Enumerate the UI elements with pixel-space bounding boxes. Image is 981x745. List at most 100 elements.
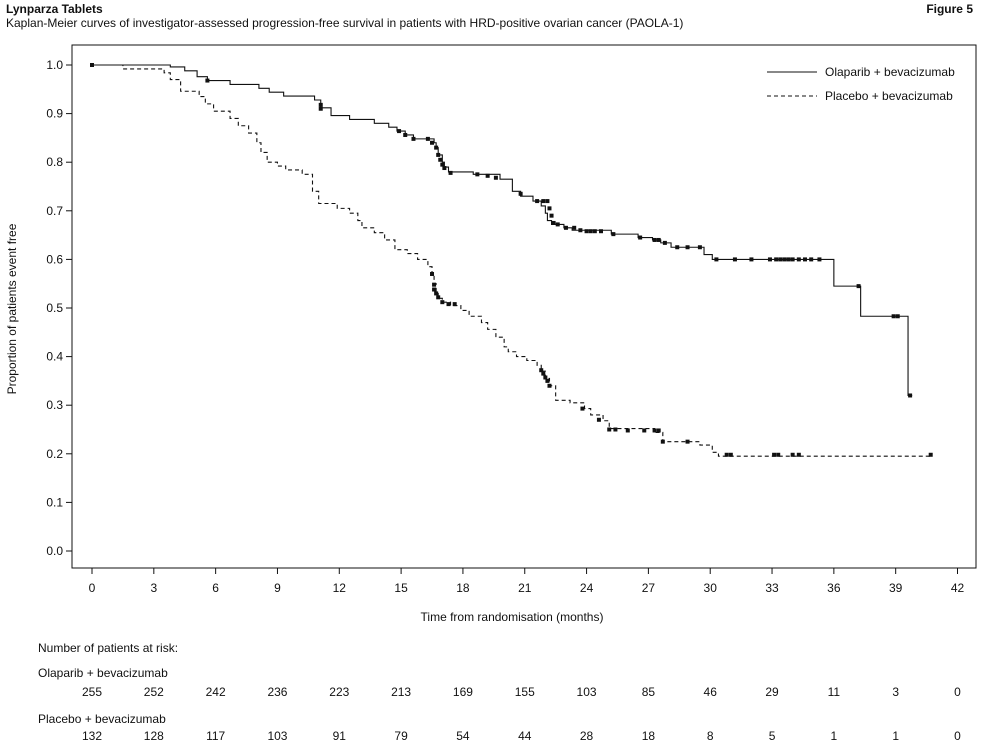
olaparib-censor-mark — [493, 175, 498, 180]
olaparib-censor-mark — [592, 229, 597, 234]
risk-row-label-placebo: Placebo + bevacizumab — [38, 712, 166, 726]
x-tick-label: 21 — [518, 581, 532, 595]
x-tick-label: 30 — [704, 581, 718, 595]
placebo-curve — [92, 64, 931, 457]
olaparib-censor-mark — [809, 257, 814, 262]
olaparib-censor-mark — [908, 393, 913, 398]
y-tick-label: 0.7 — [46, 204, 63, 218]
risk-count-cell: 28 — [579, 729, 594, 743]
x-tick-label: 15 — [394, 581, 408, 595]
olaparib-censor-mark — [547, 206, 552, 211]
olaparib-censor-mark — [732, 257, 737, 262]
olaparib-censor-mark — [436, 152, 441, 157]
placebo-censor-mark — [790, 452, 795, 457]
placebo-censor-mark — [436, 295, 441, 300]
olaparib-censor-mark — [551, 220, 556, 225]
olaparib-censor-mark — [817, 257, 822, 262]
olaparib-censor-mark — [714, 257, 719, 262]
olaparib-censor-mark — [518, 191, 523, 196]
risk-count-cell: 91 — [332, 729, 346, 743]
olaparib-censor-mark — [318, 106, 323, 111]
figure-label: Figure 5 — [926, 2, 973, 16]
placebo-censor-mark — [656, 428, 661, 433]
placebo-censor-mark — [446, 302, 451, 307]
placebo-censor-mark — [772, 452, 777, 457]
olaparib-censor-mark — [425, 136, 430, 141]
olaparib-censor-mark — [856, 284, 861, 289]
olaparib-censor-mark — [572, 225, 577, 230]
placebo-censor-mark — [596, 417, 601, 422]
risk-count-cell: 117 — [206, 729, 226, 743]
risk-count-cell: 79 — [394, 729, 408, 743]
placebo-censor-mark — [452, 302, 457, 307]
chart-curves — [90, 63, 933, 457]
risk-count-cell: 29 — [765, 685, 779, 699]
placebo-censor-mark — [541, 371, 546, 376]
x-tick-label: 12 — [333, 581, 347, 595]
olaparib-censor-mark — [774, 257, 779, 262]
olaparib-censor-mark — [656, 237, 661, 242]
x-tick-label: 0 — [89, 581, 96, 595]
olaparib-censor-mark — [535, 199, 540, 204]
placebo-censor-mark — [430, 271, 435, 276]
risk-count-cell: 242 — [205, 685, 226, 699]
olaparib-censor-mark — [578, 228, 583, 233]
olaparib-censor-mark — [545, 199, 550, 204]
risk-count-cell: 1 — [892, 729, 900, 743]
placebo-censor-mark — [432, 287, 437, 292]
risk-count-cell: 8 — [706, 729, 714, 743]
olaparib-censor-mark — [205, 78, 210, 83]
olaparib-censor-mark — [675, 245, 680, 250]
y-tick-label: 0.8 — [46, 155, 63, 169]
y-tick-label: 0.3 — [46, 398, 63, 412]
x-tick-label: 27 — [642, 581, 656, 595]
risk-count-cell: 103 — [267, 729, 288, 743]
risk-count-cell: 255 — [81, 685, 103, 699]
x-tick-label: 33 — [765, 581, 779, 595]
risk-count-cell: 5 — [768, 729, 776, 743]
placebo-censor-mark — [625, 428, 630, 433]
chart-subtitle: Kaplan-Meier curves of investigator-asse… — [6, 16, 684, 30]
risk-count-cell: 132 — [81, 729, 103, 743]
olaparib-censor-mark — [790, 257, 795, 262]
olaparib-censor-mark — [652, 237, 657, 242]
olaparib-censor-mark — [611, 232, 616, 237]
risk-count-cell: 11 — [827, 685, 841, 699]
risk-count-cell: 0 — [954, 685, 961, 699]
olaparib-censor-mark — [549, 213, 554, 218]
placebo-censor-mark — [539, 368, 544, 373]
olaparib-censor-mark — [782, 257, 787, 262]
y-tick-label: 0.0 — [46, 544, 63, 558]
olaparib-censor-mark — [411, 136, 416, 141]
x-tick-label: 3 — [150, 581, 157, 595]
chart-legend: Olaparib + bevacizumab Placebo + bevacizu… — [767, 65, 955, 103]
risk-count-cell: 213 — [391, 685, 412, 699]
olaparib-censor-mark — [796, 257, 801, 262]
olaparib-censor-mark — [891, 314, 896, 319]
olaparib-censor-mark — [541, 199, 546, 204]
x-tick-label: 9 — [274, 581, 281, 595]
y-tick-label: 0.9 — [46, 107, 63, 121]
risk-count-cell: 128 — [143, 729, 164, 743]
risk-count-cell: 223 — [329, 685, 350, 699]
risk-row-label-olaparib: Olaparib + bevacizumab — [38, 666, 168, 680]
olaparib-censor-mark — [434, 145, 439, 150]
olaparib-censor-mark — [397, 129, 402, 134]
placebo-censor-mark — [613, 427, 618, 432]
olaparib-censor-mark — [448, 170, 453, 175]
x-tick-label: 36 — [827, 581, 841, 595]
risk-count-cell: 169 — [452, 685, 473, 699]
olaparib-censor-mark — [598, 229, 603, 234]
placebo-censor-mark — [432, 282, 437, 287]
y-tick-label: 0.2 — [46, 447, 63, 461]
y-tick-label: 1.0 — [46, 58, 63, 72]
placebo-censor-mark — [776, 452, 781, 457]
x-tick-label: 24 — [580, 581, 594, 595]
placebo-censor-mark — [724, 452, 729, 457]
placebo-censor-mark — [434, 291, 439, 296]
x-tick-label: 39 — [889, 581, 903, 595]
x-tick-label: 6 — [212, 581, 219, 595]
olaparib-censor-mark — [430, 140, 435, 145]
olaparib-censor-mark — [440, 162, 445, 167]
km-chart: 0.00.10.20.30.40.50.60.70.80.91.00 3 6 9 12 1… — [5, 44, 977, 624]
